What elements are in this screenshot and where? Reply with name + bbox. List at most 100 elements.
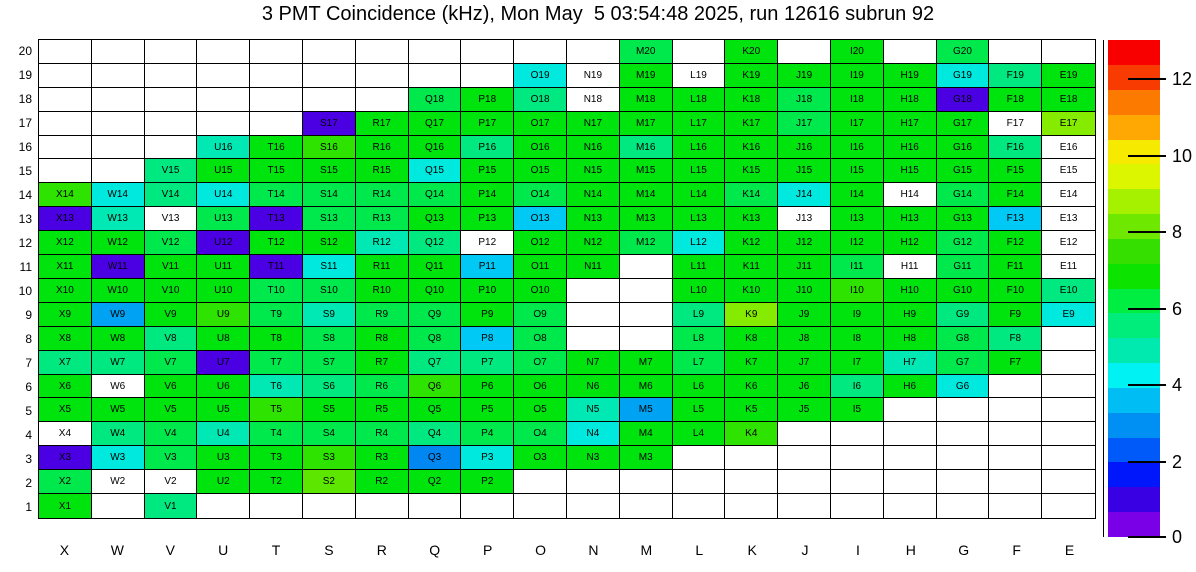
grid-cell [144,63,198,88]
grid-cell: O18 [514,87,567,112]
grid-cell [725,470,779,495]
grid-cell [883,40,937,64]
grid-cell: Q2 [408,470,462,495]
grid-cell: H18 [883,87,937,112]
grid-cell: J13 [778,207,831,232]
grid-cell: X13 [39,207,92,232]
grid-cell: N4 [566,422,620,447]
grid-cell [883,446,937,471]
grid-cell: Q4 [408,422,462,447]
grid-cell: M5 [619,398,673,423]
grid-cell [250,494,303,518]
grid-cell: T11 [250,255,303,279]
colorbar-band [1108,412,1160,438]
grid-cell: F12 [989,231,1043,256]
grid-cell: N14 [566,183,620,208]
grid-cell: G12 [936,231,990,256]
y-axis-tick-label: 4 [25,428,32,442]
colorbar-band [1108,238,1160,264]
grid-cell: I18 [830,87,884,112]
x-axis-tick-label: P [482,542,493,558]
grid-cell: J16 [778,135,831,160]
grid-cell: L17 [672,111,726,136]
x-axis-tick-label: V [165,542,175,558]
grid-cell: J18 [778,87,831,112]
grid-cell: M20 [619,40,673,64]
grid-cell: K12 [725,231,779,256]
x-axis-tick-label: E [1064,542,1075,558]
grid-cell: G20 [936,40,990,64]
grid-cell: W13 [91,207,145,232]
grid-cell: G13 [936,207,990,232]
grid-cell [883,398,937,423]
grid-cell: H16 [883,135,937,160]
grid-cell: E17 [1042,111,1095,136]
grid-cell: I12 [830,231,884,256]
grid-cell: I8 [830,326,884,351]
grid-cell [1042,398,1095,423]
grid-cell: L5 [672,398,726,423]
grid-cell [1042,422,1095,447]
grid-cell: O3 [514,446,567,471]
grid-cell: X14 [39,183,92,208]
colorbar-tick [1128,460,1166,463]
grid-cell: J11 [778,255,831,279]
grid-cell: Q6 [408,374,462,399]
grid-cell [91,111,145,136]
grid-cell: P14 [461,183,515,208]
colorbar-tick-label: 2 [1172,451,1183,472]
grid-cell: K9 [725,302,779,327]
grid-cell: F8 [989,326,1043,351]
grid-cell [461,63,515,88]
x-axis-tick-label: Q [429,542,441,558]
grid-cell: M17 [619,111,673,136]
grid-cell: K7 [725,350,779,375]
grid-cell: R13 [355,207,409,232]
grid-cell: K5 [725,398,779,423]
grid-cell: G11 [936,255,990,279]
grid-cell [989,40,1043,64]
grid-cell: W10 [91,278,145,303]
grid-cell: Q11 [408,255,462,279]
grid-cell: T15 [250,159,303,184]
grid-cell: M12 [619,231,673,256]
x-axis-tick-label: W [110,542,124,558]
grid-cell [1042,326,1095,351]
grid-cell: I19 [830,63,884,88]
grid-cell: J7 [778,350,831,375]
grid-cell [672,446,726,471]
grid-cell: G7 [936,350,990,375]
grid-cell: R10 [355,278,409,303]
grid-cell [355,87,409,112]
grid-cell: G16 [936,135,990,160]
grid-cell: O15 [514,159,567,184]
grid-cell: H12 [883,231,937,256]
grid-cell: K8 [725,326,779,351]
grid-cell: F14 [989,183,1043,208]
grid-cell: O4 [514,422,567,447]
grid-cell: H14 [883,183,937,208]
grid-cell: I11 [830,255,884,279]
grid-cell: T10 [250,278,303,303]
grid-cell [302,63,356,88]
y-axis-tick-label: 12 [18,236,32,250]
x-axis-tick-label: N [588,542,599,558]
grid-cell: U9 [197,302,251,327]
grid-cell [408,40,462,64]
grid-cell [250,63,303,88]
grid-cell: I10 [830,278,884,303]
grid-cell [302,494,356,518]
grid-cell [778,446,831,471]
grid-cell: W3 [91,446,145,471]
grid-cell: P4 [461,422,515,447]
grid-cell: S12 [302,231,356,256]
grid-cell: N11 [566,255,620,279]
grid-cell: N15 [566,159,620,184]
grid-cell: T4 [250,422,303,447]
grid-cell: N7 [566,350,620,375]
grid-cell: I20 [830,40,884,64]
grid-cell: Q10 [408,278,462,303]
grid-cell [989,422,1043,447]
grid-cell [619,494,673,518]
grid-cell [830,494,884,518]
